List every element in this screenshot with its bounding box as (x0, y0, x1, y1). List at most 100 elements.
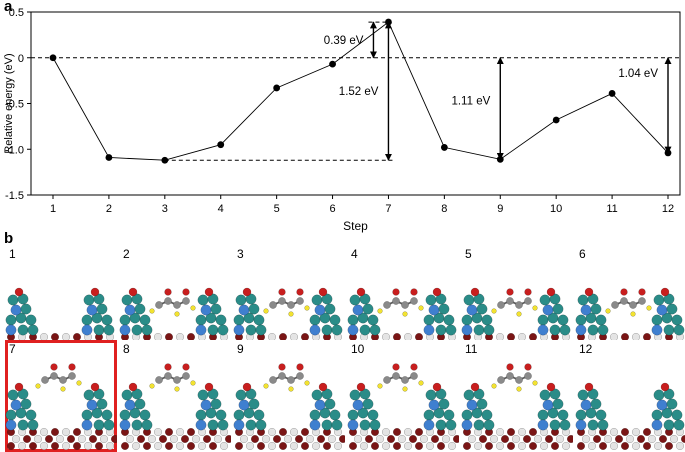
carbon-atom (164, 297, 172, 305)
carbon-atom (392, 297, 400, 305)
cluster-atom (466, 304, 478, 316)
cluster-atom (347, 419, 359, 431)
substrate-atom (261, 434, 271, 444)
cluster-atom (195, 324, 207, 336)
cluster-atom (347, 324, 359, 336)
carbon-atom (173, 376, 181, 384)
carbon-atom (515, 376, 523, 384)
cluster-atom (549, 324, 561, 336)
hydrogen-atom (402, 311, 408, 317)
substrate-atom (675, 441, 685, 451)
cluster-atom (10, 399, 22, 411)
substrate-atom (528, 441, 538, 451)
carbon-atom (392, 372, 400, 380)
hydrogen-atom (532, 305, 538, 311)
cluster-atom (349, 294, 361, 306)
structure-render (119, 363, 231, 451)
substrate-atom (467, 434, 477, 444)
cluster-atom (141, 419, 153, 431)
oxygen-atom (470, 382, 480, 392)
cluster-atom (577, 294, 589, 306)
cluster-atom (217, 324, 229, 336)
cluster-atom (580, 304, 592, 316)
cluster-atom (557, 409, 569, 421)
cluster-atom (248, 303, 260, 315)
substrate-atom (250, 434, 260, 444)
carbon-atom (497, 376, 505, 384)
structure-label: 12 (579, 342, 593, 356)
cluster-atom (131, 419, 143, 431)
cluster-atom (483, 419, 495, 431)
cluster-atom (481, 314, 493, 326)
cluster-atom (656, 304, 668, 316)
x-tick-label: 11 (606, 203, 617, 215)
cluster-atom (25, 409, 37, 421)
cluster-atom (559, 324, 571, 336)
data-point-step-4 (217, 141, 225, 149)
substrate-atom (592, 434, 602, 444)
substrate-atom (278, 441, 288, 451)
substrate-atom (239, 434, 249, 444)
substrate-atom (294, 434, 304, 444)
substrate-atom (50, 441, 60, 451)
cluster-atom (17, 419, 29, 431)
structure-label: 5 (465, 247, 472, 261)
substrate-atom (631, 427, 641, 437)
substrate-atom (224, 434, 231, 444)
substrate-atom (55, 434, 65, 444)
cluster-atom (101, 314, 113, 326)
carbon-atom (611, 301, 619, 309)
cluster-atom (311, 294, 323, 306)
substrate-atom (581, 434, 591, 444)
cluster-atom (359, 419, 371, 431)
cluster-atom (580, 399, 592, 411)
hydrogen-atom (402, 386, 408, 392)
cluster-atom (139, 409, 151, 421)
carbon-atom (269, 301, 277, 309)
cluster-atom (549, 293, 561, 305)
y-tick-label: 0 (18, 53, 24, 65)
cluster-atom (141, 324, 153, 336)
cluster-atom (671, 409, 683, 421)
substrate-atom (110, 434, 117, 444)
cluster-atom (81, 419, 93, 431)
substrate-atom (603, 434, 613, 444)
cluster-atom (81, 409, 93, 421)
cluster-atom (27, 324, 39, 336)
substrate-atom (364, 434, 374, 444)
hydrogen-atom (516, 386, 522, 392)
hydrogen-atom (149, 308, 155, 314)
substrate-atom (267, 427, 277, 437)
cluster-atom (207, 293, 219, 305)
carbon-atom (59, 376, 67, 384)
hydrogen-atom (60, 386, 66, 392)
cluster-atom (309, 314, 321, 326)
cluster-atom (369, 324, 381, 336)
substrate-atom (495, 427, 505, 437)
cluster-atom (131, 324, 143, 336)
cluster-atom (587, 388, 599, 400)
structure-step-4: 4 (347, 245, 459, 357)
cluster-atom (663, 293, 675, 305)
cluster-atom (245, 293, 257, 305)
substrate-atom (462, 441, 472, 451)
x-tick-label: 7 (385, 203, 391, 215)
substrate-atom (647, 434, 657, 444)
cluster-atom (369, 419, 381, 431)
structure-label: 4 (351, 247, 358, 261)
substrate-atom (169, 434, 179, 444)
hydrogen-atom (288, 386, 294, 392)
cluster-atom (195, 419, 207, 431)
carbon-atom (155, 376, 163, 384)
cluster-atom (671, 314, 683, 326)
oxygen-atom (660, 287, 670, 297)
cluster-atom (651, 409, 663, 421)
substrate-atom (609, 441, 619, 451)
cluster-atom (557, 314, 569, 326)
cluster-atom (5, 314, 17, 326)
oxygen-atom (68, 363, 76, 371)
substrate-atom (125, 434, 135, 444)
oxygen-atom (90, 382, 100, 392)
cluster-atom (134, 303, 146, 315)
substrate-atom (202, 434, 212, 444)
